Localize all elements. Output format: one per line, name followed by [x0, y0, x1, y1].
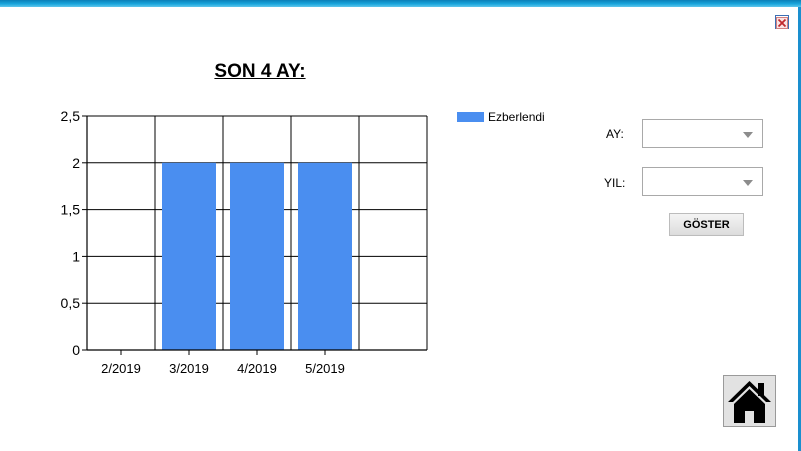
y-tick-label: 2	[72, 155, 80, 171]
y-tick-label: 1	[72, 248, 80, 264]
chevron-down-icon	[743, 132, 753, 138]
bar-4-2019	[230, 162, 284, 350]
window-title-bar	[0, 0, 801, 7]
window-border	[798, 7, 801, 451]
legend-swatch	[457, 112, 484, 122]
close-button[interactable]	[775, 15, 789, 29]
legend-label: Ezberlendi	[488, 110, 545, 124]
bar-3-2019	[162, 162, 216, 350]
chart-axes	[82, 115, 427, 355]
y-tick-label: 0	[72, 342, 80, 358]
month-label: AY:	[606, 127, 624, 141]
month-select[interactable]	[642, 119, 763, 148]
bar-5-2019	[298, 162, 352, 350]
chart-bars	[162, 162, 352, 350]
show-button[interactable]: GÖSTER	[669, 213, 744, 236]
home-icon	[728, 381, 771, 423]
home-button[interactable]	[723, 375, 776, 427]
x-tick-label: 3/2019	[169, 361, 209, 376]
y-tick-label: 2,5	[61, 108, 81, 124]
y-tick-label: 1,5	[61, 202, 81, 218]
x-tick-label: 4/2019	[237, 361, 277, 376]
page-title: SON 4 AY:	[214, 61, 306, 82]
year-label: YIL:	[604, 176, 626, 190]
chevron-down-icon	[743, 180, 753, 186]
bar-chart: 0 0,5 1 1,5 2 2,5 2/2019 3/2019 4/2019 5/2019	[61, 108, 428, 376]
x-tick-label: 5/2019	[305, 361, 345, 376]
year-select[interactable]	[642, 167, 763, 196]
chart-tick-labels: 0 0,5 1 1,5 2 2,5 2/2019 3/2019 4/2019 5/2019	[61, 108, 345, 376]
close-x-icon	[776, 17, 788, 29]
x-tick-label: 2/2019	[101, 361, 141, 376]
y-tick-label: 0,5	[61, 295, 81, 311]
